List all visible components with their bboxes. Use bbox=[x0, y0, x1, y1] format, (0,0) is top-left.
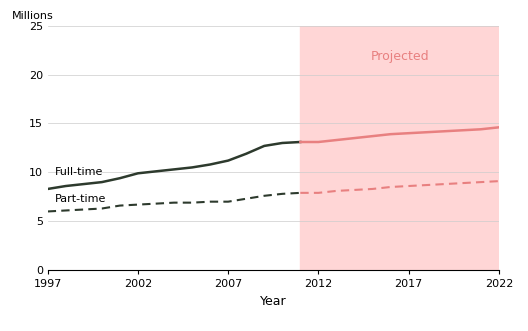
X-axis label: Year: Year bbox=[260, 295, 287, 308]
Y-axis label: Millions: Millions bbox=[12, 11, 53, 21]
Text: Projected: Projected bbox=[370, 50, 429, 63]
Text: Part-time: Part-time bbox=[55, 194, 106, 204]
Bar bbox=[300, 25, 499, 270]
Text: Full-time: Full-time bbox=[55, 167, 103, 177]
